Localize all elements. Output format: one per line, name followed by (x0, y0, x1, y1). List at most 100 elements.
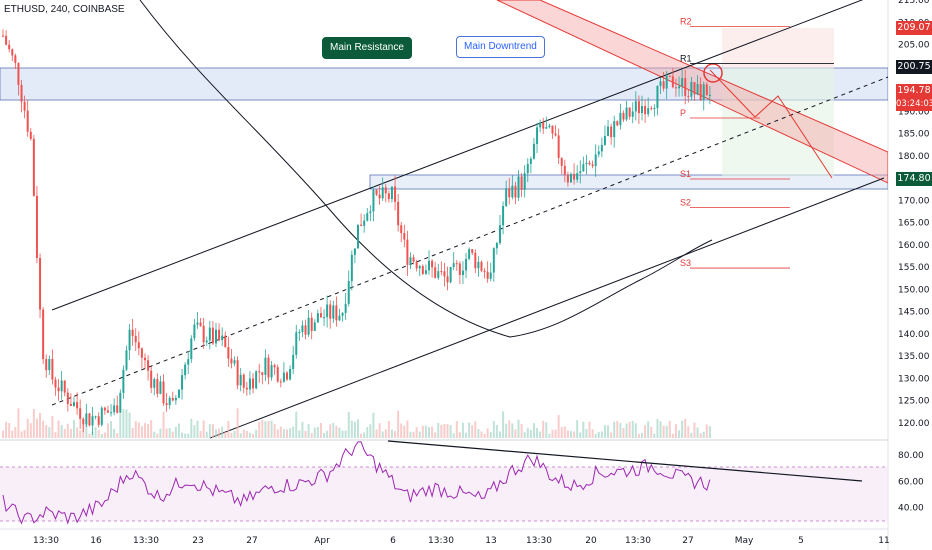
candle-body (674, 87, 677, 89)
candle-body (659, 81, 662, 86)
volume-bar (539, 431, 542, 438)
main-downtrend-callout[interactable]: Main Downtrend (456, 36, 545, 58)
volume-bar (292, 426, 295, 438)
volume-bar (273, 424, 276, 438)
candle-body (421, 266, 424, 274)
candle-body (511, 185, 514, 198)
candle-body (45, 359, 48, 371)
volume-bar (551, 429, 554, 438)
target-zone-green (722, 68, 834, 176)
volume-bar (307, 423, 310, 438)
candle-body (282, 372, 285, 382)
candle-body (566, 174, 569, 183)
volume-bar (532, 423, 535, 438)
candle-body (579, 171, 582, 174)
volume-bar (26, 418, 29, 438)
volume-bar (319, 422, 322, 438)
volume-bar (125, 409, 128, 438)
volume-bar (224, 432, 227, 438)
candle-body (353, 248, 356, 255)
candle-body (394, 186, 397, 202)
candle-body (20, 84, 23, 102)
candle-body (461, 270, 464, 275)
candle-body (184, 364, 187, 376)
volume-bar (397, 410, 400, 438)
candle-body (514, 185, 517, 198)
volume-bar (106, 423, 109, 438)
volume-bar (591, 429, 594, 438)
time-tick-label: 16 (90, 536, 102, 546)
volume-bar (88, 433, 91, 438)
candle-body (255, 371, 258, 389)
candle-body (452, 263, 455, 268)
candle-body (387, 193, 390, 200)
volume-bar (119, 413, 122, 438)
candle-body (644, 106, 647, 115)
candle-body (156, 379, 159, 394)
volume-bar (20, 431, 23, 438)
volume-bar (332, 422, 335, 438)
volume-bar (693, 422, 696, 438)
candle-body (508, 188, 511, 198)
volume-bar (5, 421, 8, 438)
candle-body (273, 365, 276, 368)
volume-bar (458, 432, 461, 438)
volume-bar (113, 428, 116, 438)
volume-bar (665, 425, 668, 438)
candle-body (82, 418, 85, 425)
candle-body (168, 397, 171, 406)
countdown-tag: 03:24:03 (896, 97, 932, 111)
candle-body (94, 416, 97, 418)
volume-bar (514, 429, 517, 438)
candle-body (668, 75, 671, 77)
volume-bar (159, 428, 162, 438)
volume-bar (73, 420, 75, 438)
candle-body (144, 357, 146, 361)
candle-body (400, 225, 403, 234)
price-tick-label: 130.00 (898, 374, 930, 384)
volume-bars (2, 408, 711, 438)
volume-bar (110, 420, 113, 438)
volume-bar (165, 428, 168, 438)
volume-bar (403, 425, 406, 438)
volume-bar (641, 432, 643, 438)
volume-bar (684, 418, 687, 438)
candle-body (29, 131, 32, 139)
candle-body (415, 261, 418, 269)
time-tick-label: Apr (314, 536, 330, 546)
candle-body (690, 82, 693, 97)
candle-body (431, 260, 434, 268)
volume-bar (671, 433, 674, 438)
volume-bar (440, 424, 443, 438)
volume-bar (45, 424, 48, 438)
candle-body (177, 389, 180, 398)
candle-body (292, 354, 295, 370)
volume-bar (196, 420, 199, 438)
volume-bar (375, 429, 378, 438)
candle-body (57, 387, 60, 392)
price-tick-label: 185.00 (898, 130, 930, 140)
volume-bar (369, 424, 372, 438)
volume-bar (505, 423, 508, 438)
volume-bar (323, 432, 326, 438)
candle-body (233, 360, 236, 364)
volume-bar (600, 431, 603, 438)
candle-body (526, 163, 529, 174)
candle-body (424, 270, 427, 274)
candle-body (412, 257, 415, 262)
main-resistance-callout[interactable]: Main Resistance (322, 37, 412, 59)
candle-body (585, 162, 588, 165)
candle-body (215, 329, 217, 344)
candle-body (267, 357, 270, 378)
volume-bar (335, 425, 338, 438)
volume-bar (32, 409, 35, 438)
price-tick-label: 140.00 (898, 330, 930, 340)
time-tick-label: 13:30 (625, 536, 651, 546)
time-tick-label: 20 (585, 536, 597, 546)
volume-bar (705, 424, 708, 438)
candle-body (73, 402, 75, 406)
volume-bar (610, 432, 613, 438)
candle-body (702, 84, 705, 100)
volume-bar (329, 424, 332, 438)
